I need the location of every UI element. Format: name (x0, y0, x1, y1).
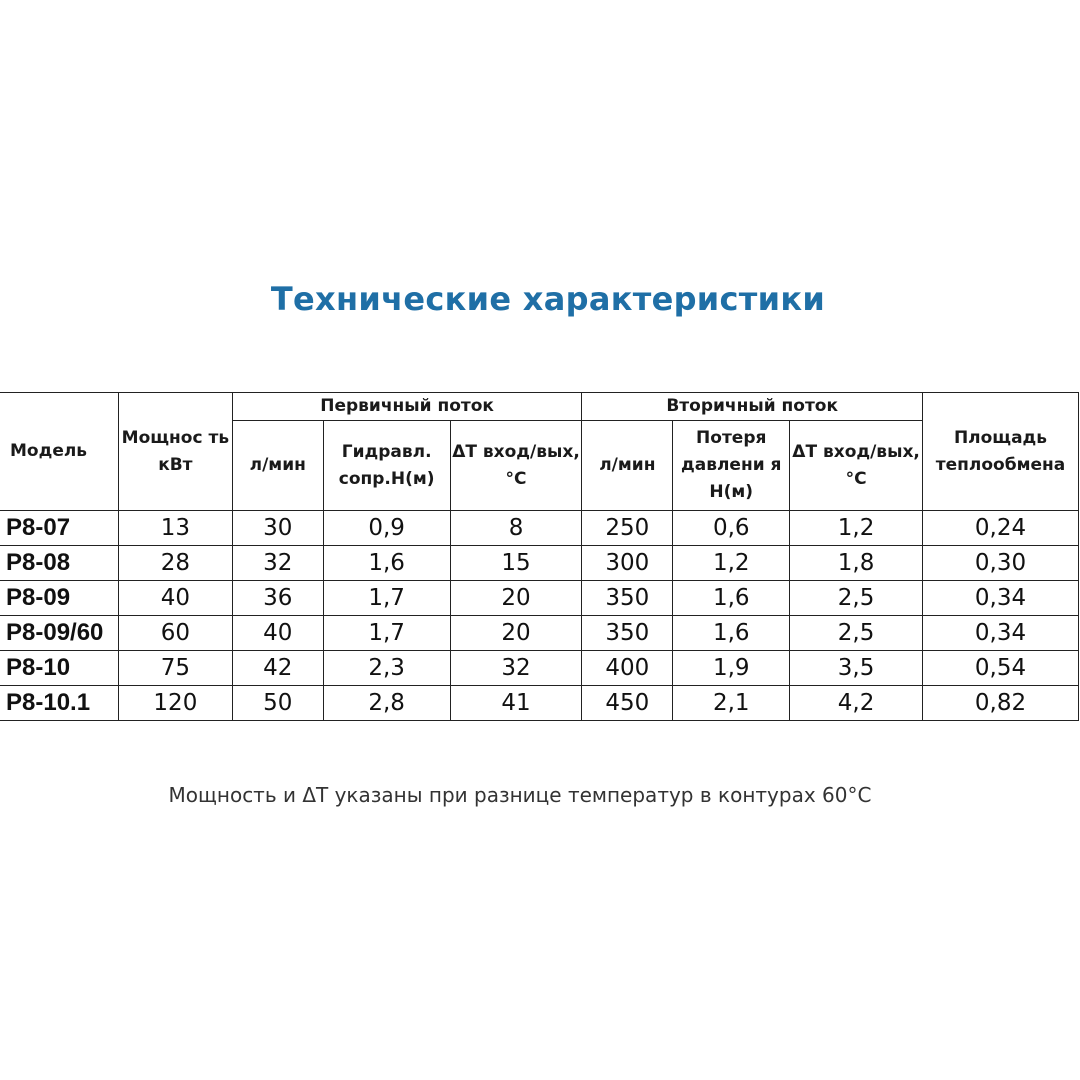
table-cell: 350 (581, 615, 674, 651)
table-cell: 2,1 (672, 685, 791, 721)
table-cell: 2,8 (322, 685, 451, 721)
table-cell: 0,34 (921, 580, 1080, 616)
table-cell: 75 (117, 650, 233, 686)
table-cell: 400 (581, 650, 674, 686)
footnote: Мощность и ΔT указаны при разнице темпер… (168, 783, 872, 807)
header-secondary-flow-rate: л/мин (581, 420, 674, 511)
table-cell: 3,5 (789, 650, 923, 686)
header-primary-resistance: Гидравл. сопр.Н(м) (322, 420, 451, 511)
table-cell: 1,9 (672, 650, 791, 686)
table-cell: 40 (231, 615, 324, 651)
table-cell: 2,5 (789, 615, 923, 651)
table-cell: 4,2 (789, 685, 923, 721)
header-power: Мощнос ть кВт (117, 392, 233, 511)
table-cell: 32 (231, 545, 324, 581)
table-cell: 300 (581, 545, 674, 581)
table-cell: 0,30 (921, 545, 1080, 581)
table-cell: 1,6 (322, 545, 451, 581)
model-cell: P8-09 (0, 580, 119, 616)
table-cell: 41 (449, 685, 583, 721)
table-cell: 350 (581, 580, 674, 616)
table-cell: 0,82 (921, 685, 1080, 721)
header-primary-delta-t: ΔT вход/вых, °C (449, 420, 583, 511)
table-row: P8-10 75 42 2,3 32 400 1,9 3,5 0,54 (0, 650, 1080, 686)
table-cell: 40 (117, 580, 233, 616)
table-cell: 0,9 (322, 510, 451, 546)
table-cell: 1,8 (789, 545, 923, 581)
table-cell: 28 (117, 545, 233, 581)
table-cell: 250 (581, 510, 674, 546)
header-model: Модель (0, 392, 119, 511)
table-cell: 42 (231, 650, 324, 686)
header-primary-flow-rate: л/мин (231, 420, 324, 511)
table-cell: 1,2 (789, 510, 923, 546)
table-row: P8-08 28 32 1,6 15 300 1,2 1,8 0,30 (0, 545, 1080, 581)
table-cell: 0,6 (672, 510, 791, 546)
table-cell: 120 (117, 685, 233, 721)
table-row: P8-09 40 36 1,7 20 350 1,6 2,5 0,34 (0, 580, 1080, 616)
table-cell: 1,7 (322, 580, 451, 616)
page-title: Технические характеристики (270, 280, 826, 318)
table-cell: 1,6 (672, 615, 791, 651)
table-cell: 13 (117, 510, 233, 546)
table-row: P8-09/60 60 40 1,7 20 350 1,6 2,5 0,34 (0, 615, 1080, 651)
header-secondary-delta-t: ΔT вход/вых, °C (789, 420, 923, 511)
table-cell: 0,34 (921, 615, 1080, 651)
table-cell: 0,24 (921, 510, 1080, 546)
header-area: Площадь теплообмена (921, 392, 1080, 511)
table-cell: 20 (449, 580, 583, 616)
table-row: P8-07 13 30 0,9 8 250 0,6 1,2 0,24 (0, 510, 1080, 546)
header-secondary-flow: Вторичный поток (581, 392, 923, 421)
table-cell: 20 (449, 615, 583, 651)
model-cell: P8-08 (0, 545, 119, 581)
model-cell: P8-09/60 (0, 615, 119, 651)
table-cell: 1,7 (322, 615, 451, 651)
table-cell: 1,2 (672, 545, 791, 581)
table-cell: 15 (449, 545, 583, 581)
table-cell: 60 (117, 615, 233, 651)
table-cell: 0,54 (921, 650, 1080, 686)
table-cell: 32 (449, 650, 583, 686)
table-cell: 2,5 (789, 580, 923, 616)
header-primary-flow: Первичный поток (231, 392, 583, 421)
header-secondary-pressure-loss: Потеря давлени я Н(м) (672, 420, 791, 511)
table-cell: 2,3 (322, 650, 451, 686)
table-cell: 8 (449, 510, 583, 546)
specs-table: Модель Мощнос ть кВт Первичный поток Вто… (0, 392, 1080, 721)
table-row: P8-10.1 120 50 2,8 41 450 2,1 4,2 0,82 (0, 685, 1080, 721)
model-cell: P8-10.1 (0, 685, 119, 721)
table-cell: 50 (231, 685, 324, 721)
table-cell: 36 (231, 580, 324, 616)
table-cell: 30 (231, 510, 324, 546)
table-cell: 450 (581, 685, 674, 721)
model-cell: P8-10 (0, 650, 119, 686)
table-cell: 1,6 (672, 580, 791, 616)
model-cell: P8-07 (0, 510, 119, 546)
